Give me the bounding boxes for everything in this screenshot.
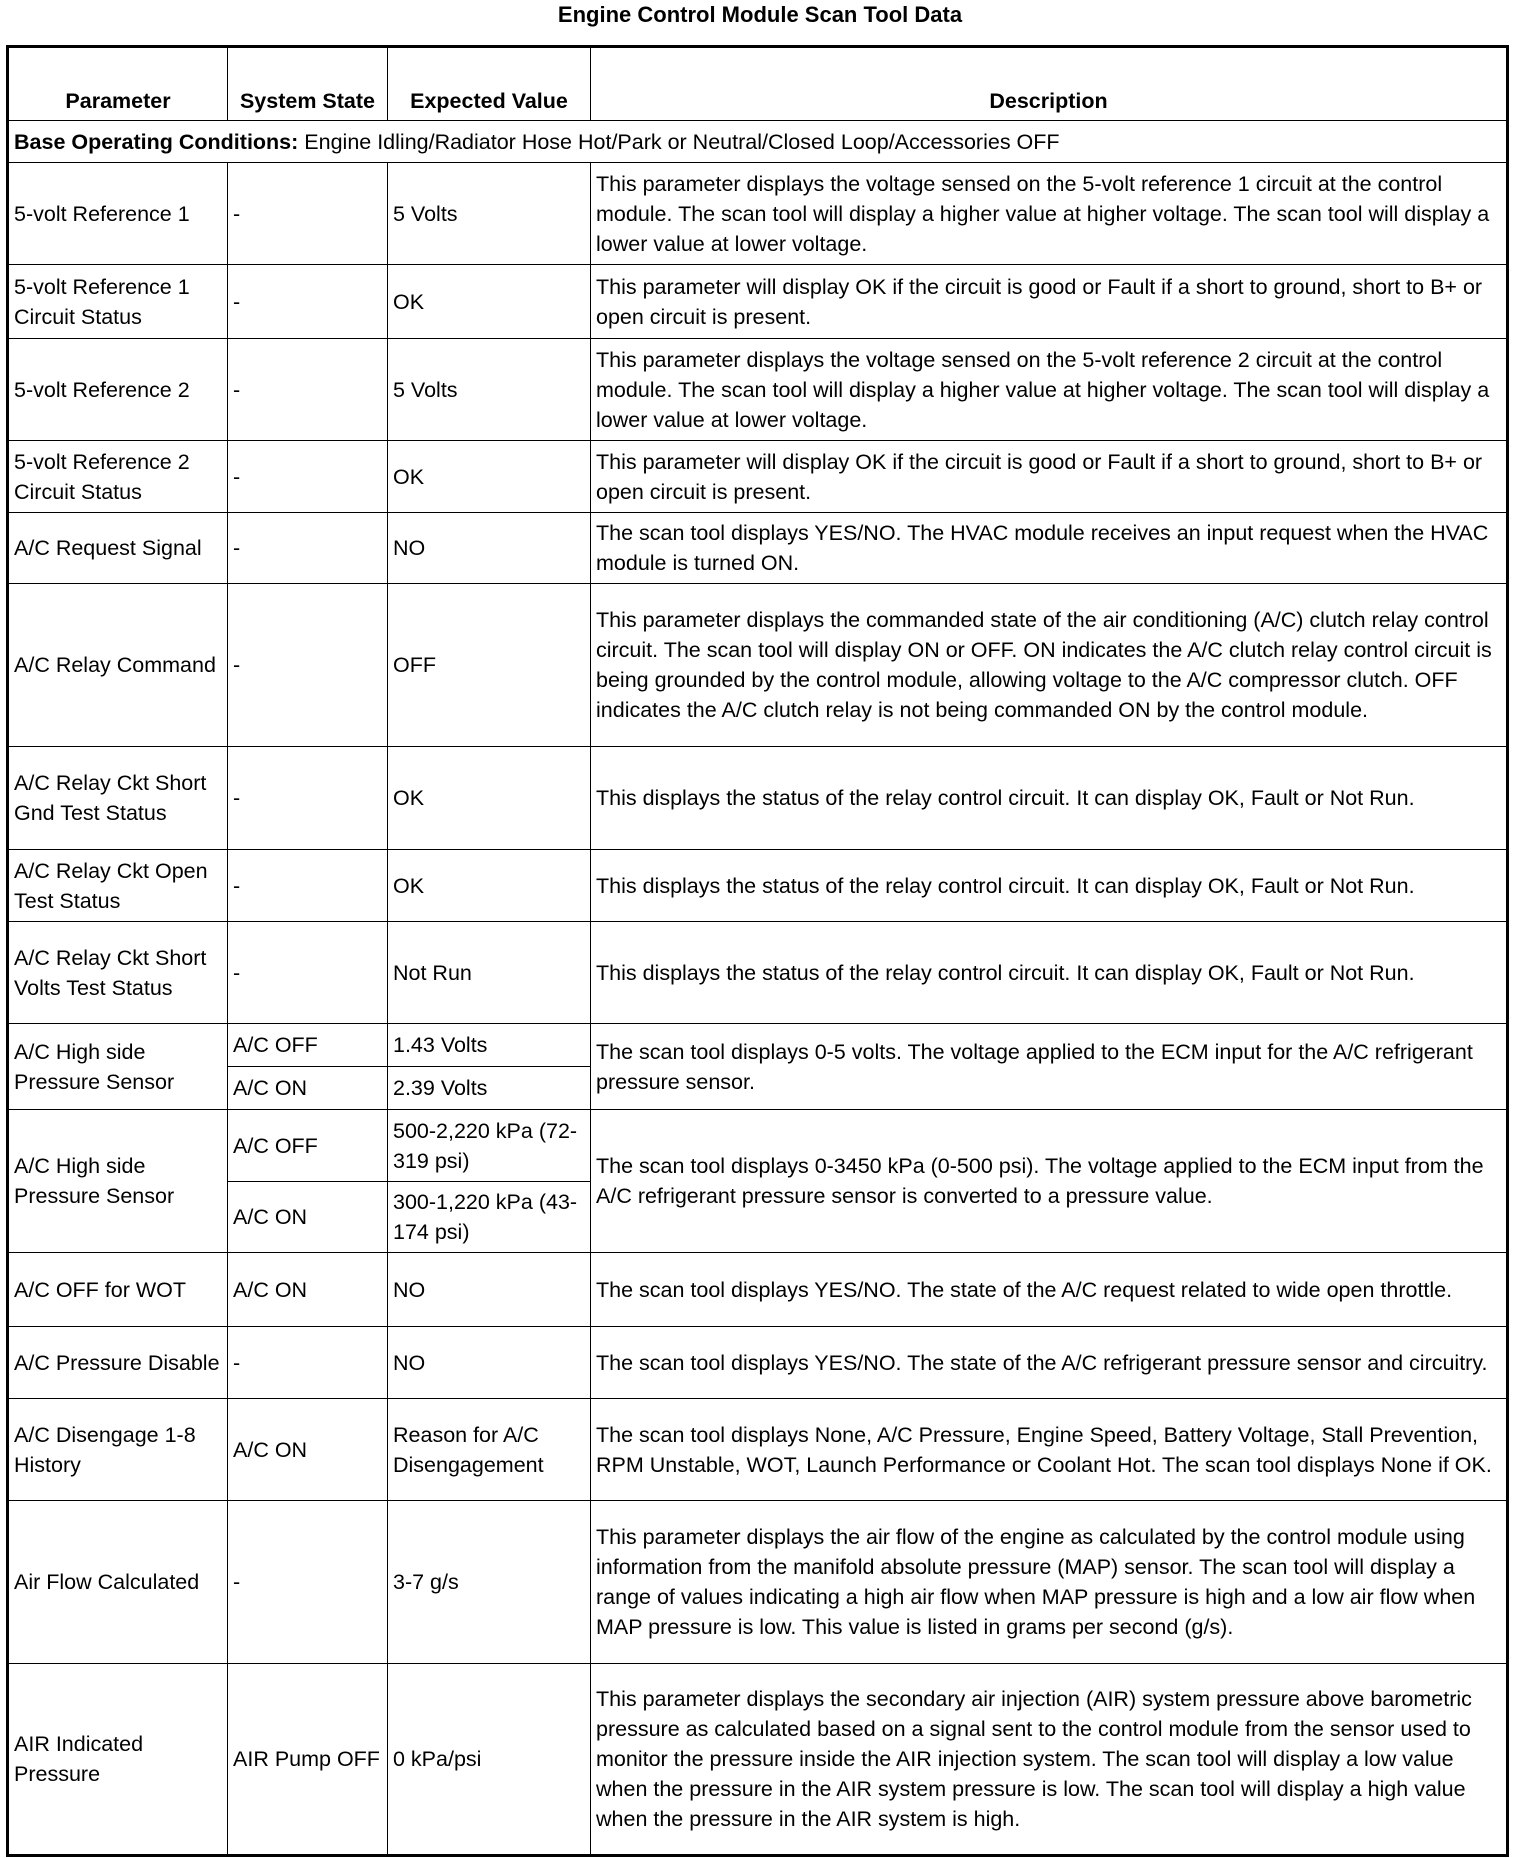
parameter-cell: A/C Relay Command <box>7 583 228 747</box>
expected-value-cell: 5 Volts <box>387 162 591 265</box>
description-cell: This parameter displays the secondary ai… <box>590 1663 1508 1856</box>
system-state-cell: A/C ON <box>227 1181 388 1253</box>
description-cell: This displays the status of the relay co… <box>590 849 1508 922</box>
description-cell: The scan tool displays 0-5 volts. The vo… <box>590 1023 1508 1110</box>
parameter-cell: 5-volt Reference 1 Circuit Status <box>7 264 228 339</box>
table-row: Air Flow Calculated -3-7 g/s This paramete… <box>7 1500 1508 1664</box>
description-cell: This parameter displays the air flow of … <box>590 1500 1508 1664</box>
system-state-cell: AIR Pump OFF <box>227 1663 388 1856</box>
parameter-cell: A/C High side Pressure Sensor <box>7 1109 228 1253</box>
system-state-cell: - <box>227 338 388 441</box>
expected-value-cell: OFF <box>387 583 591 747</box>
table-row: A/C Relay Ckt Short Gnd Test Status - OK Th… <box>7 746 1508 850</box>
system-state-cell: - <box>227 583 388 747</box>
expected-value-cell: Not Run <box>387 921 591 1024</box>
system-state-cell: A/C ON <box>227 1252 388 1327</box>
parameter-cell: A/C High side Pressure Sensor <box>7 1023 228 1110</box>
table-row: A/C High side Pressure Sensor A/C OFF 1.43… <box>7 1023 1508 1110</box>
expected-value-cell: 0 kPa/psi <box>387 1663 591 1856</box>
expected-value-cell: 2.39 Volts <box>387 1066 591 1110</box>
parameter-cell: A/C Request Signal <box>7 512 228 584</box>
system-state-cell: - <box>227 849 388 922</box>
header-row: Parameter System State Expected Value De… <box>7 46 1508 121</box>
description-cell: This parameter displays the voltage sens… <box>590 162 1508 265</box>
table-row: 5-volt Reference 1-5 Volts This parameter… <box>7 162 1508 265</box>
table-row: 5-volt Reference 1 Circuit Status - OK This… <box>7 264 1508 339</box>
parameter-cell: 5-volt Reference 1 <box>7 162 228 265</box>
description-cell: This parameter displays the voltage sens… <box>590 338 1508 441</box>
system-state-cell: A/C ON <box>227 1066 388 1110</box>
table-row: AIR Indicated Pressure AIR Pump OFF 0 kPa/… <box>7 1663 1508 1856</box>
parameter-cell: A/C Disengage 1-8 History <box>7 1398 228 1501</box>
expected-value-cell: 3-7 g/s <box>387 1500 591 1664</box>
table-row: A/C Relay Command - OFF This parameter disp… <box>7 583 1508 747</box>
expected-value-cell: OK <box>387 440 591 513</box>
system-state-cell: - <box>227 746 388 850</box>
system-state-cell: A/C OFF <box>227 1023 388 1067</box>
header-expected-value: Expected Value <box>387 46 591 121</box>
description-cell: The scan tool displays 0-3450 kPa (0-500… <box>590 1109 1508 1253</box>
expected-value-cell: 5 Volts <box>387 338 591 441</box>
parameter-cell: 5-volt Reference 2 <box>7 338 228 441</box>
parameter-cell: A/C Relay Ckt Short Volts Test Status <box>7 921 228 1024</box>
parameter-cell: A/C Relay Ckt Short Gnd Test Status <box>7 746 228 850</box>
description-cell: This displays the status of the relay co… <box>590 746 1508 850</box>
base-conditions-label: Base Operating Conditions: <box>14 129 299 154</box>
parameter-cell: A/C OFF for WOT <box>7 1252 228 1327</box>
description-cell: This displays the status of the relay co… <box>590 921 1508 1024</box>
system-state-cell: - <box>227 512 388 584</box>
description-cell: The scan tool displays None, A/C Pressur… <box>590 1398 1508 1501</box>
system-state-cell: - <box>227 1326 388 1399</box>
parameter-cell: A/C Relay Ckt Open Test Status <box>7 849 228 922</box>
header-parameter: Parameter <box>7 46 228 121</box>
system-state-cell: - <box>227 1500 388 1664</box>
base-conditions: Base Operating Conditions: Engine Idling… <box>7 120 1508 163</box>
parameter-cell: A/C Pressure Disable <box>7 1326 228 1399</box>
table-row: A/C OFF for WOT A/C ON NO The scan tool dis… <box>7 1252 1508 1327</box>
parameter-cell: 5-volt Reference 2 Circuit Status <box>7 440 228 513</box>
table-row: 5-volt Reference 2-5 Volts This parameter… <box>7 338 1508 441</box>
parameter-cell: AIR Indicated Pressure <box>7 1663 228 1856</box>
system-state-cell: A/C ON <box>227 1398 388 1501</box>
system-state-cell: - <box>227 921 388 1024</box>
expected-value-cell: 1.43 Volts <box>387 1023 591 1067</box>
description-cell: The scan tool displays YES/NO. The state… <box>590 1326 1508 1399</box>
description-cell: This parameter will display OK if the ci… <box>590 440 1508 513</box>
scan-tool-data-table: Parameter System State Expected Value De… <box>6 45 1509 1857</box>
base-conditions-text: Engine Idling/Radiator Hose Hot/Park or … <box>298 129 1060 154</box>
table-row: A/C Relay Ckt Short Volts Test Status - No… <box>7 921 1508 1024</box>
document-title: Engine Control Module Scan Tool Data <box>557 2 963 27</box>
system-state-cell: A/C OFF <box>227 1109 388 1182</box>
table-row: A/C ON 2.39 Volts <box>8 1066 1508 1110</box>
header-description: Description <box>590 46 1508 121</box>
description-cell: The scan tool displays YES/NO. The HVAC … <box>590 512 1508 584</box>
table-row: A/C Request Signal - NO The scan tool displ… <box>7 512 1508 584</box>
table-row: A/C Disengage 1-8 History A/C ON Reason fo… <box>7 1398 1508 1501</box>
expected-value-cell: OK <box>387 264 591 339</box>
description-cell: This parameter will display OK if the ci… <box>590 264 1508 339</box>
expected-value-cell: 300-1,220 kPa (43-174 psi) <box>387 1181 591 1253</box>
system-state-cell: - <box>227 162 388 265</box>
expected-value-cell: OK <box>387 746 591 850</box>
expected-value-cell: OK <box>387 849 591 922</box>
system-state-cell: - <box>227 264 388 339</box>
table-row: A/C Relay Ckt Open Test Status - OK This di… <box>7 849 1508 922</box>
description-cell: This parameter displays the commanded st… <box>590 583 1508 747</box>
base-conditions-row: Base Operating Conditions: Engine Idling… <box>7 120 1508 163</box>
description-cell: The scan tool displays YES/NO. The state… <box>590 1252 1508 1327</box>
expected-value-cell: NO <box>387 1326 591 1399</box>
expected-value-cell: NO <box>387 1252 591 1327</box>
parameter-cell: Air Flow Calculated <box>7 1500 228 1664</box>
header-system-state: System State <box>227 46 388 121</box>
expected-value-cell: Reason for A/C Disengagement <box>387 1398 591 1501</box>
table-row: 5-volt Reference 2 Circuit Status - OK This… <box>7 440 1508 513</box>
table-row: A/C High side Pressure Sensor A/C OFF 500-… <box>7 1109 1508 1253</box>
table-row: A/C Pressure Disable - NO The scan tool dis… <box>7 1326 1508 1399</box>
expected-value-cell: 500-2,220 kPa (72-319 psi) <box>387 1109 591 1182</box>
system-state-cell: - <box>227 440 388 513</box>
expected-value-cell: NO <box>387 512 591 584</box>
